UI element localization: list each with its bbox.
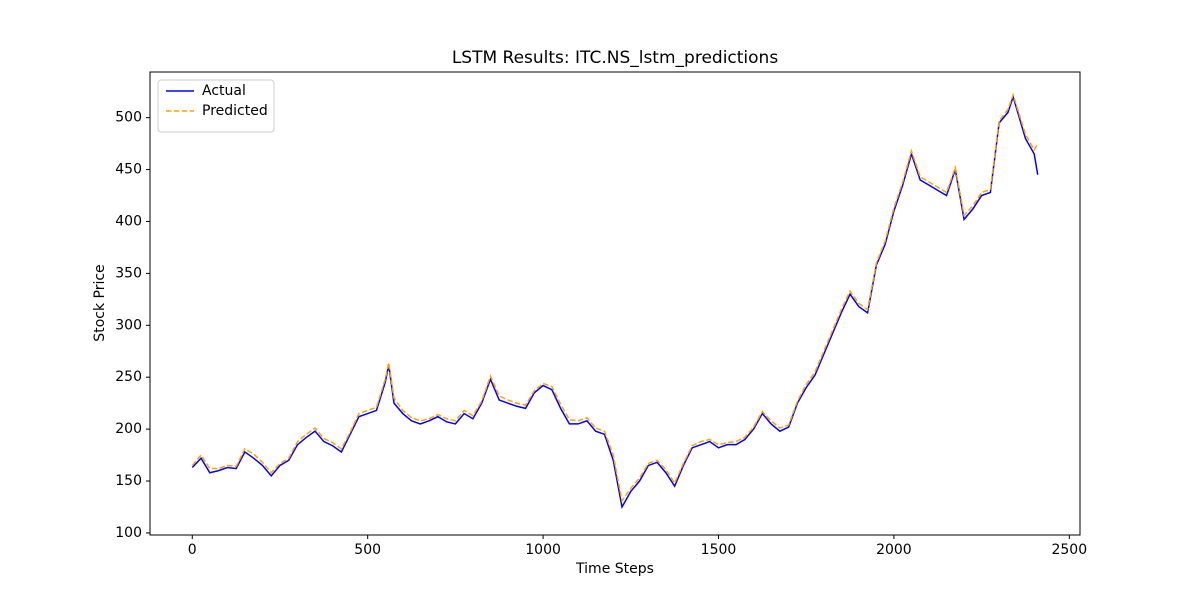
x-axis-label: Time Steps bbox=[575, 561, 654, 577]
legend-box bbox=[157, 79, 275, 133]
y-tick-label: 150 bbox=[115, 473, 142, 489]
series-line bbox=[191, 92, 1039, 503]
y-tick-label: 100 bbox=[115, 525, 142, 541]
x-tick-label: 2500 bbox=[1051, 542, 1087, 558]
y-tick-label: 500 bbox=[115, 110, 142, 126]
y-tick-label: 300 bbox=[115, 317, 142, 333]
y-tick-label: 400 bbox=[115, 213, 142, 229]
x-tick-label: 0 bbox=[188, 542, 197, 558]
legend-label: Actual bbox=[202, 83, 246, 99]
legend: Actual Predicted bbox=[157, 79, 275, 133]
series-line bbox=[191, 94, 1039, 510]
x-tick-label: 2000 bbox=[876, 542, 912, 558]
x-tick-label: 1000 bbox=[525, 542, 561, 558]
y-tick-label: 200 bbox=[115, 421, 142, 437]
y-tick-label: 350 bbox=[115, 265, 142, 281]
chart-title: LSTM Results: ITC.NS_lstm_predictions bbox=[452, 48, 779, 68]
legend-label: Predicted bbox=[202, 103, 268, 119]
x-tick-label: 1500 bbox=[701, 542, 737, 558]
y-tick-label: 450 bbox=[115, 162, 142, 178]
x-tick-label: 500 bbox=[354, 542, 381, 558]
y-axis-label: Stock Price bbox=[92, 264, 108, 341]
y-tick-label: 250 bbox=[115, 369, 142, 385]
plot-frame bbox=[149, 71, 1081, 536]
